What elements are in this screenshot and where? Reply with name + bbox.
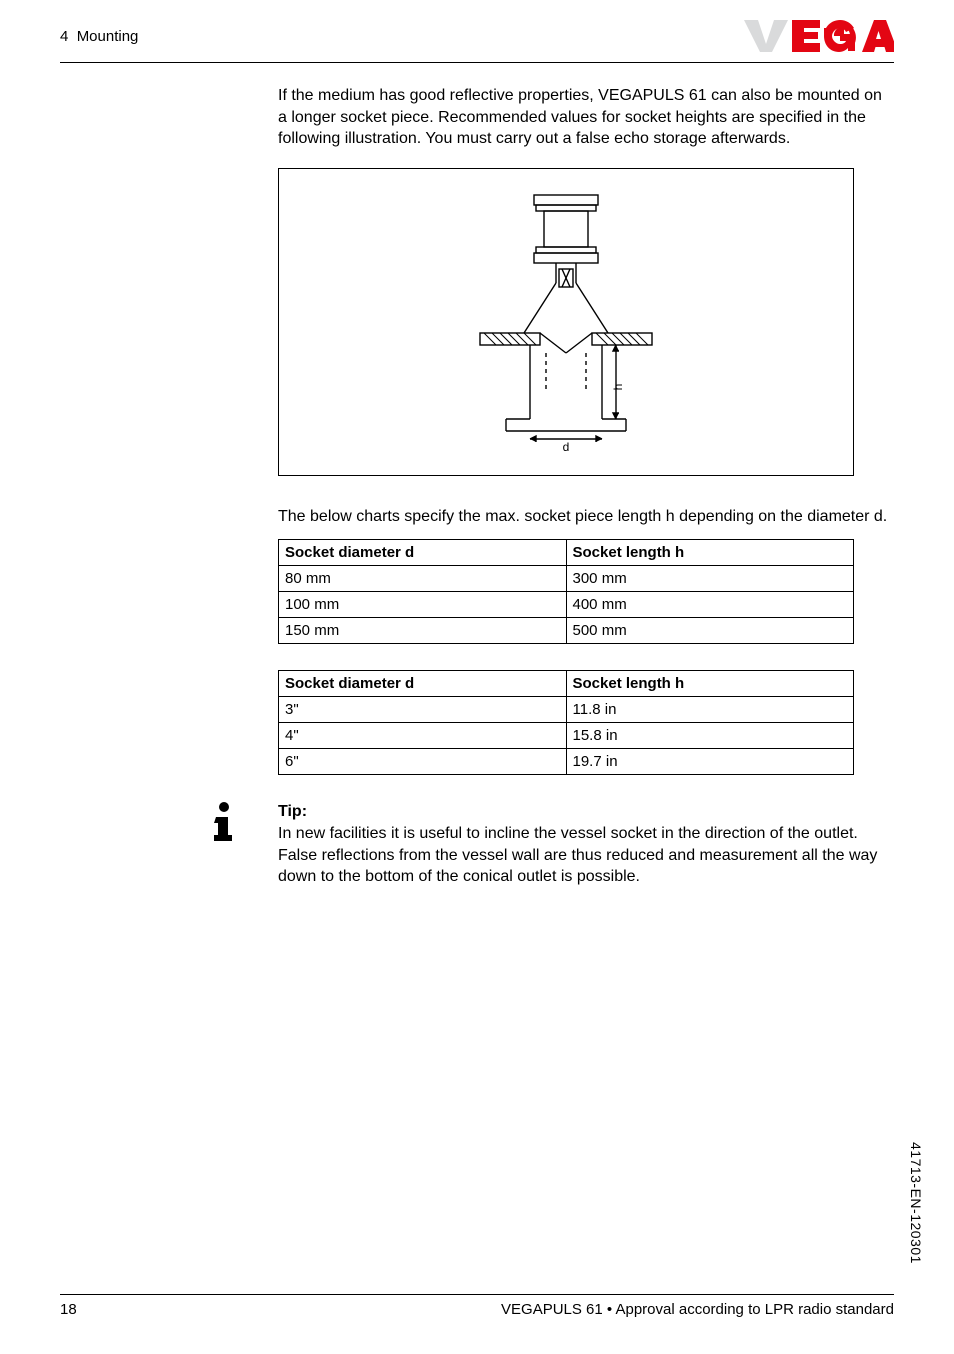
document-code: 41713-EN-120301 (908, 1142, 924, 1264)
table-row: 6"19.7 in (279, 749, 854, 775)
table-row: 100 mm400 mm (279, 592, 854, 618)
socket-diagram: d h (436, 187, 696, 457)
col-header: Socket diameter d (279, 540, 567, 566)
section-title: Mounting (77, 28, 139, 45)
table-caption: The below charts specify the max. socket… (278, 506, 894, 528)
tip-body: In new facilities it is useful to inclin… (278, 825, 877, 885)
vega-logo (744, 18, 894, 54)
table-row: 4"15.8 in (279, 723, 854, 749)
section-number: 4 (60, 28, 68, 45)
page-number: 18 (60, 1301, 77, 1318)
section-heading: 4 Mounting (60, 28, 138, 45)
info-icon (194, 801, 254, 845)
col-header: Socket length h (566, 671, 854, 697)
figure-label-h: h (611, 383, 625, 390)
footer-title: VEGAPULS 61 • Approval according to LPR … (501, 1301, 894, 1318)
page-content: If the medium has good reflective proper… (278, 63, 894, 888)
intro-paragraph: If the medium has good reflective proper… (278, 85, 894, 150)
figure-label-d: d (563, 440, 570, 454)
page-footer: 18 VEGAPULS 61 • Approval according to L… (60, 1294, 894, 1318)
page-header: 4 Mounting (60, 0, 894, 63)
table-row: 80 mm300 mm (279, 566, 854, 592)
logo-ega-glyph (792, 20, 894, 52)
table-row: 3"11.8 in (279, 697, 854, 723)
col-header: Socket length h (566, 540, 854, 566)
tip-label: Tip: (278, 803, 307, 820)
table-row: 150 mm500 mm (279, 618, 854, 644)
tip-text: Tip: In new facilities it is useful to i… (278, 801, 894, 887)
logo-v-glyph (744, 20, 788, 52)
tip-block: Tip: In new facilities it is useful to i… (278, 801, 894, 887)
socket-figure: d h (278, 168, 854, 476)
col-header: Socket diameter d (279, 671, 567, 697)
socket-table-mm: Socket diameter d Socket length h 80 mm3… (278, 539, 854, 644)
socket-table-in: Socket diameter d Socket length h 3"11.8… (278, 670, 854, 775)
